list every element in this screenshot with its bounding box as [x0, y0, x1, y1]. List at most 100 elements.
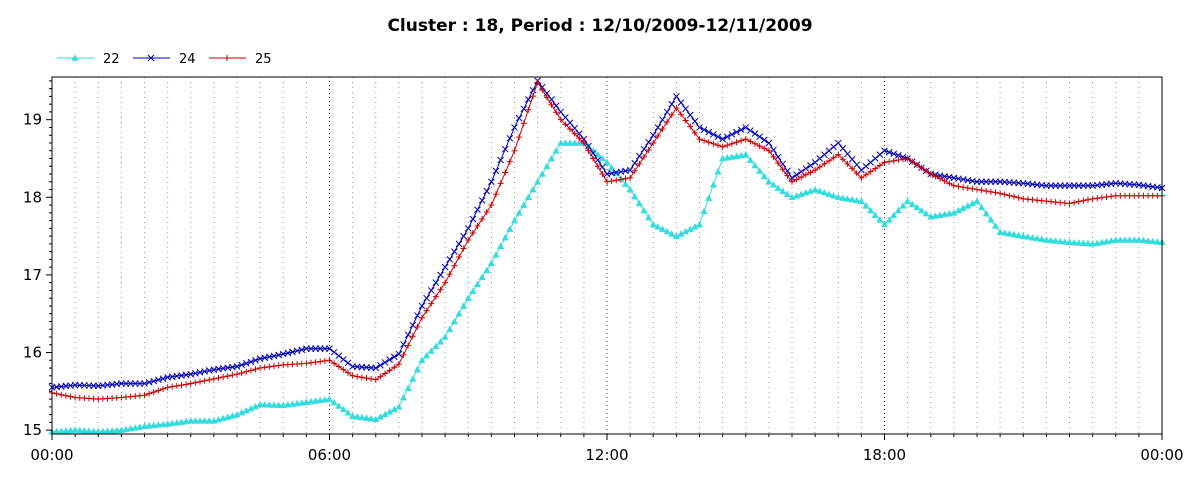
data-point [747, 127, 754, 134]
data-point [1089, 195, 1096, 202]
data-point [1011, 193, 1017, 200]
data-point [321, 357, 328, 364]
data-point [1139, 236, 1148, 244]
data-point [173, 382, 180, 389]
x-tick-label: 06:00 [308, 446, 351, 464]
data-point [608, 177, 615, 184]
data-point [991, 222, 1000, 229]
legend-label: 25 [255, 52, 272, 67]
data-point [1010, 230, 1018, 238]
data-point [160, 385, 166, 392]
data-point [530, 93, 536, 100]
data-point [464, 224, 472, 232]
data-point [830, 192, 838, 199]
data-point [308, 359, 314, 366]
y-tick-label: 17 [23, 266, 42, 284]
data-point [575, 139, 583, 146]
data-point [691, 223, 699, 230]
data-point [894, 206, 902, 214]
data-point [335, 352, 343, 360]
data-point [344, 409, 352, 416]
data-point [714, 133, 722, 141]
data-point [345, 369, 351, 376]
data-point [742, 136, 749, 143]
data-point [520, 120, 527, 127]
data-point [140, 422, 149, 430]
data-point [247, 367, 254, 374]
data-point [839, 145, 847, 152]
data-point [243, 368, 250, 375]
data-point [682, 105, 689, 113]
data-point [705, 128, 713, 136]
data-point [811, 159, 819, 166]
data-point [76, 426, 84, 434]
series-24 [48, 77, 1166, 391]
data-point [821, 151, 828, 158]
x-tick-label: 18:00 [863, 446, 906, 464]
data-point [672, 232, 680, 239]
data-point [423, 351, 431, 359]
data-point [372, 364, 380, 372]
data-point [640, 145, 648, 153]
data-point [737, 126, 745, 134]
data-point [270, 401, 278, 408]
data-point [483, 187, 491, 195]
data-point [1079, 239, 1087, 247]
data-point [206, 376, 213, 383]
data-point [797, 168, 805, 176]
data-point [1028, 234, 1037, 241]
data-point [843, 195, 852, 202]
data-point [895, 157, 902, 164]
data-point [473, 280, 482, 288]
data-point [812, 167, 819, 174]
data-point [339, 405, 347, 413]
data-point [399, 393, 408, 401]
data-point [340, 366, 347, 373]
data-point [954, 206, 963, 214]
data-point [205, 417, 213, 424]
data-point [524, 193, 532, 201]
data-point [844, 160, 851, 167]
data-point [937, 175, 943, 182]
data-point [663, 227, 671, 235]
y-tick-label: 19 [23, 111, 42, 129]
data-point [261, 364, 268, 371]
data-point [811, 185, 819, 193]
data-point [719, 143, 726, 150]
data-point [969, 185, 976, 192]
data-point [941, 177, 948, 184]
data-point [853, 161, 861, 169]
data-point [1149, 237, 1157, 245]
data-point [238, 408, 246, 416]
data-point [150, 377, 158, 385]
data-point [1135, 236, 1143, 243]
data-point [127, 424, 135, 432]
data-point [520, 105, 528, 113]
data-point [413, 365, 421, 373]
data-point [761, 145, 768, 152]
data-point [862, 162, 870, 170]
data-point [571, 130, 578, 137]
data-point [363, 375, 370, 382]
data-point [756, 167, 764, 174]
data-point [1103, 193, 1110, 200]
x-tick-label: 12:00 [585, 446, 628, 464]
data-point [409, 375, 417, 382]
data-point [265, 401, 273, 408]
data-point [307, 397, 315, 405]
data-point [1056, 237, 1064, 245]
data-point [400, 341, 407, 348]
data-point [177, 418, 186, 425]
data-point [487, 259, 495, 267]
data-point [955, 183, 962, 190]
data-point [677, 99, 685, 106]
data-point [931, 212, 939, 219]
data-point [839, 156, 846, 163]
data-point [968, 199, 976, 207]
data-point [825, 147, 833, 155]
data-point [386, 356, 393, 364]
data-point [543, 89, 551, 97]
data-point [552, 147, 560, 154]
data-point [557, 108, 565, 116]
data-point [460, 302, 468, 309]
